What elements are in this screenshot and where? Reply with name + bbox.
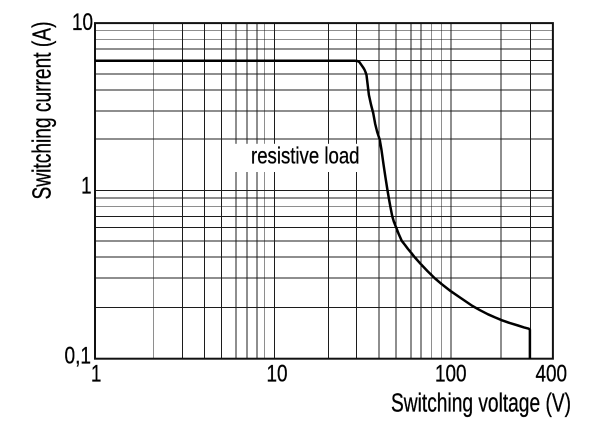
svg-text:resistive load: resistive load	[251, 143, 360, 169]
svg-text:Switching current (A): Switching current (A)	[28, 22, 56, 200]
svg-text:100: 100	[435, 361, 467, 388]
svg-text:10: 10	[72, 9, 93, 36]
svg-text:400: 400	[536, 361, 568, 388]
svg-text:Switching voltage (V): Switching voltage (V)	[391, 390, 571, 418]
svg-text:10: 10	[267, 361, 288, 388]
svg-text:0,1: 0,1	[65, 342, 92, 369]
svg-text:1: 1	[81, 173, 91, 200]
svg-text:1: 1	[91, 361, 101, 388]
